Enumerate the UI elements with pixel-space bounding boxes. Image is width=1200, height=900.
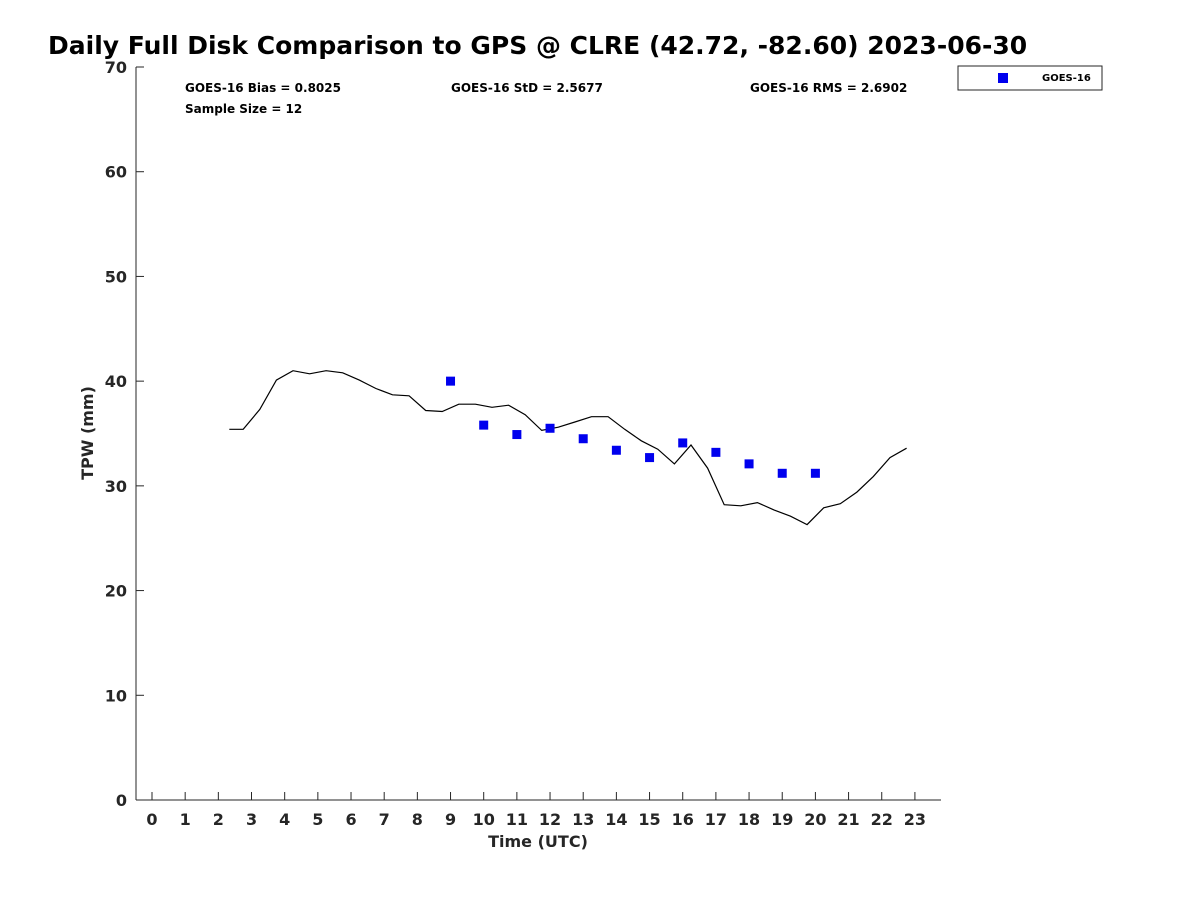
x-tick-label: 7 (379, 810, 390, 829)
x-tick-label: 22 (871, 810, 893, 829)
goes16-point (611, 445, 621, 455)
stats-annotations: GOES-16 Bias = 0.8025 GOES-16 StD = 2.56… (185, 81, 907, 116)
x-tick-label: 17 (705, 810, 727, 829)
x-tick-label: 8 (412, 810, 423, 829)
goes16-point (645, 453, 655, 463)
x-tick-label: 19 (771, 810, 793, 829)
goes16-point (777, 468, 787, 478)
y-axis-label: TPW (mm) (78, 386, 97, 480)
goes16-point (512, 430, 522, 440)
goes16-point (578, 434, 588, 444)
goes16-point (810, 468, 820, 478)
legend-label-goes16: GOES-16 (1042, 73, 1091, 84)
y-tick-label: 50 (105, 267, 127, 286)
y-tick-label: 20 (105, 582, 127, 601)
x-tick-label: 3 (246, 810, 257, 829)
x-tick-label: 21 (837, 810, 859, 829)
x-tick-label: 23 (904, 810, 926, 829)
axes (135, 67, 941, 801)
goes16-point (744, 459, 754, 469)
plot-area (229, 370, 907, 526)
chart-title: Daily Full Disk Comparison to GPS @ CLRE… (48, 31, 1027, 60)
goes16-point (545, 423, 555, 433)
stat-bias: GOES-16 Bias = 0.8025 (185, 81, 341, 95)
goes16-point (479, 420, 489, 430)
x-tick-label: 1 (180, 810, 191, 829)
x-tick-label: 13 (572, 810, 594, 829)
legend-marker-goes16 (998, 73, 1008, 83)
x-tick-label: 5 (312, 810, 323, 829)
legend: GOES-16 (957, 65, 1103, 91)
x-tick-label: 16 (672, 810, 694, 829)
stat-sample-size: Sample Size = 12 (185, 102, 302, 116)
y-tick-label: 60 (105, 163, 127, 182)
goes16-point (446, 376, 456, 386)
x-tick-label: 11 (506, 810, 528, 829)
legend-box (957, 65, 1103, 91)
x-tick-label: 15 (638, 810, 660, 829)
x-tick-label: 20 (804, 810, 826, 829)
goes16-points (446, 376, 820, 478)
goes16-point (678, 438, 688, 448)
x-tick-label: 0 (146, 810, 157, 829)
y-tick-label: 10 (105, 686, 127, 705)
x-tick-label: 12 (539, 810, 561, 829)
y-tick-label: 30 (105, 477, 127, 496)
x-ticks: 0 1 2 3 4 5 6 7 8 9 10 11 12 13 14 15 16 17 18 19 20 21 22 23 (146, 792, 926, 829)
stat-std: GOES-16 StD = 2.5677 (451, 81, 603, 95)
y-tick-label: 40 (105, 372, 127, 391)
y-tick-label: 70 (105, 58, 127, 77)
x-tick-label: 18 (738, 810, 760, 829)
y-tick-label: 0 (116, 791, 127, 810)
x-tick-label: 9 (445, 810, 456, 829)
gps-line (229, 370, 907, 526)
x-tick-label: 10 (473, 810, 495, 829)
x-tick-label: 4 (279, 810, 290, 829)
x-tick-label: 2 (213, 810, 224, 829)
stat-rms: GOES-16 RMS = 2.6902 (750, 81, 907, 95)
y-ticks: 0 10 20 30 40 50 60 70 (105, 58, 144, 810)
goes16-point (711, 447, 721, 457)
x-axis-label: Time (UTC) (488, 832, 588, 851)
x-tick-label: 14 (605, 810, 627, 829)
x-tick-label: 6 (345, 810, 356, 829)
